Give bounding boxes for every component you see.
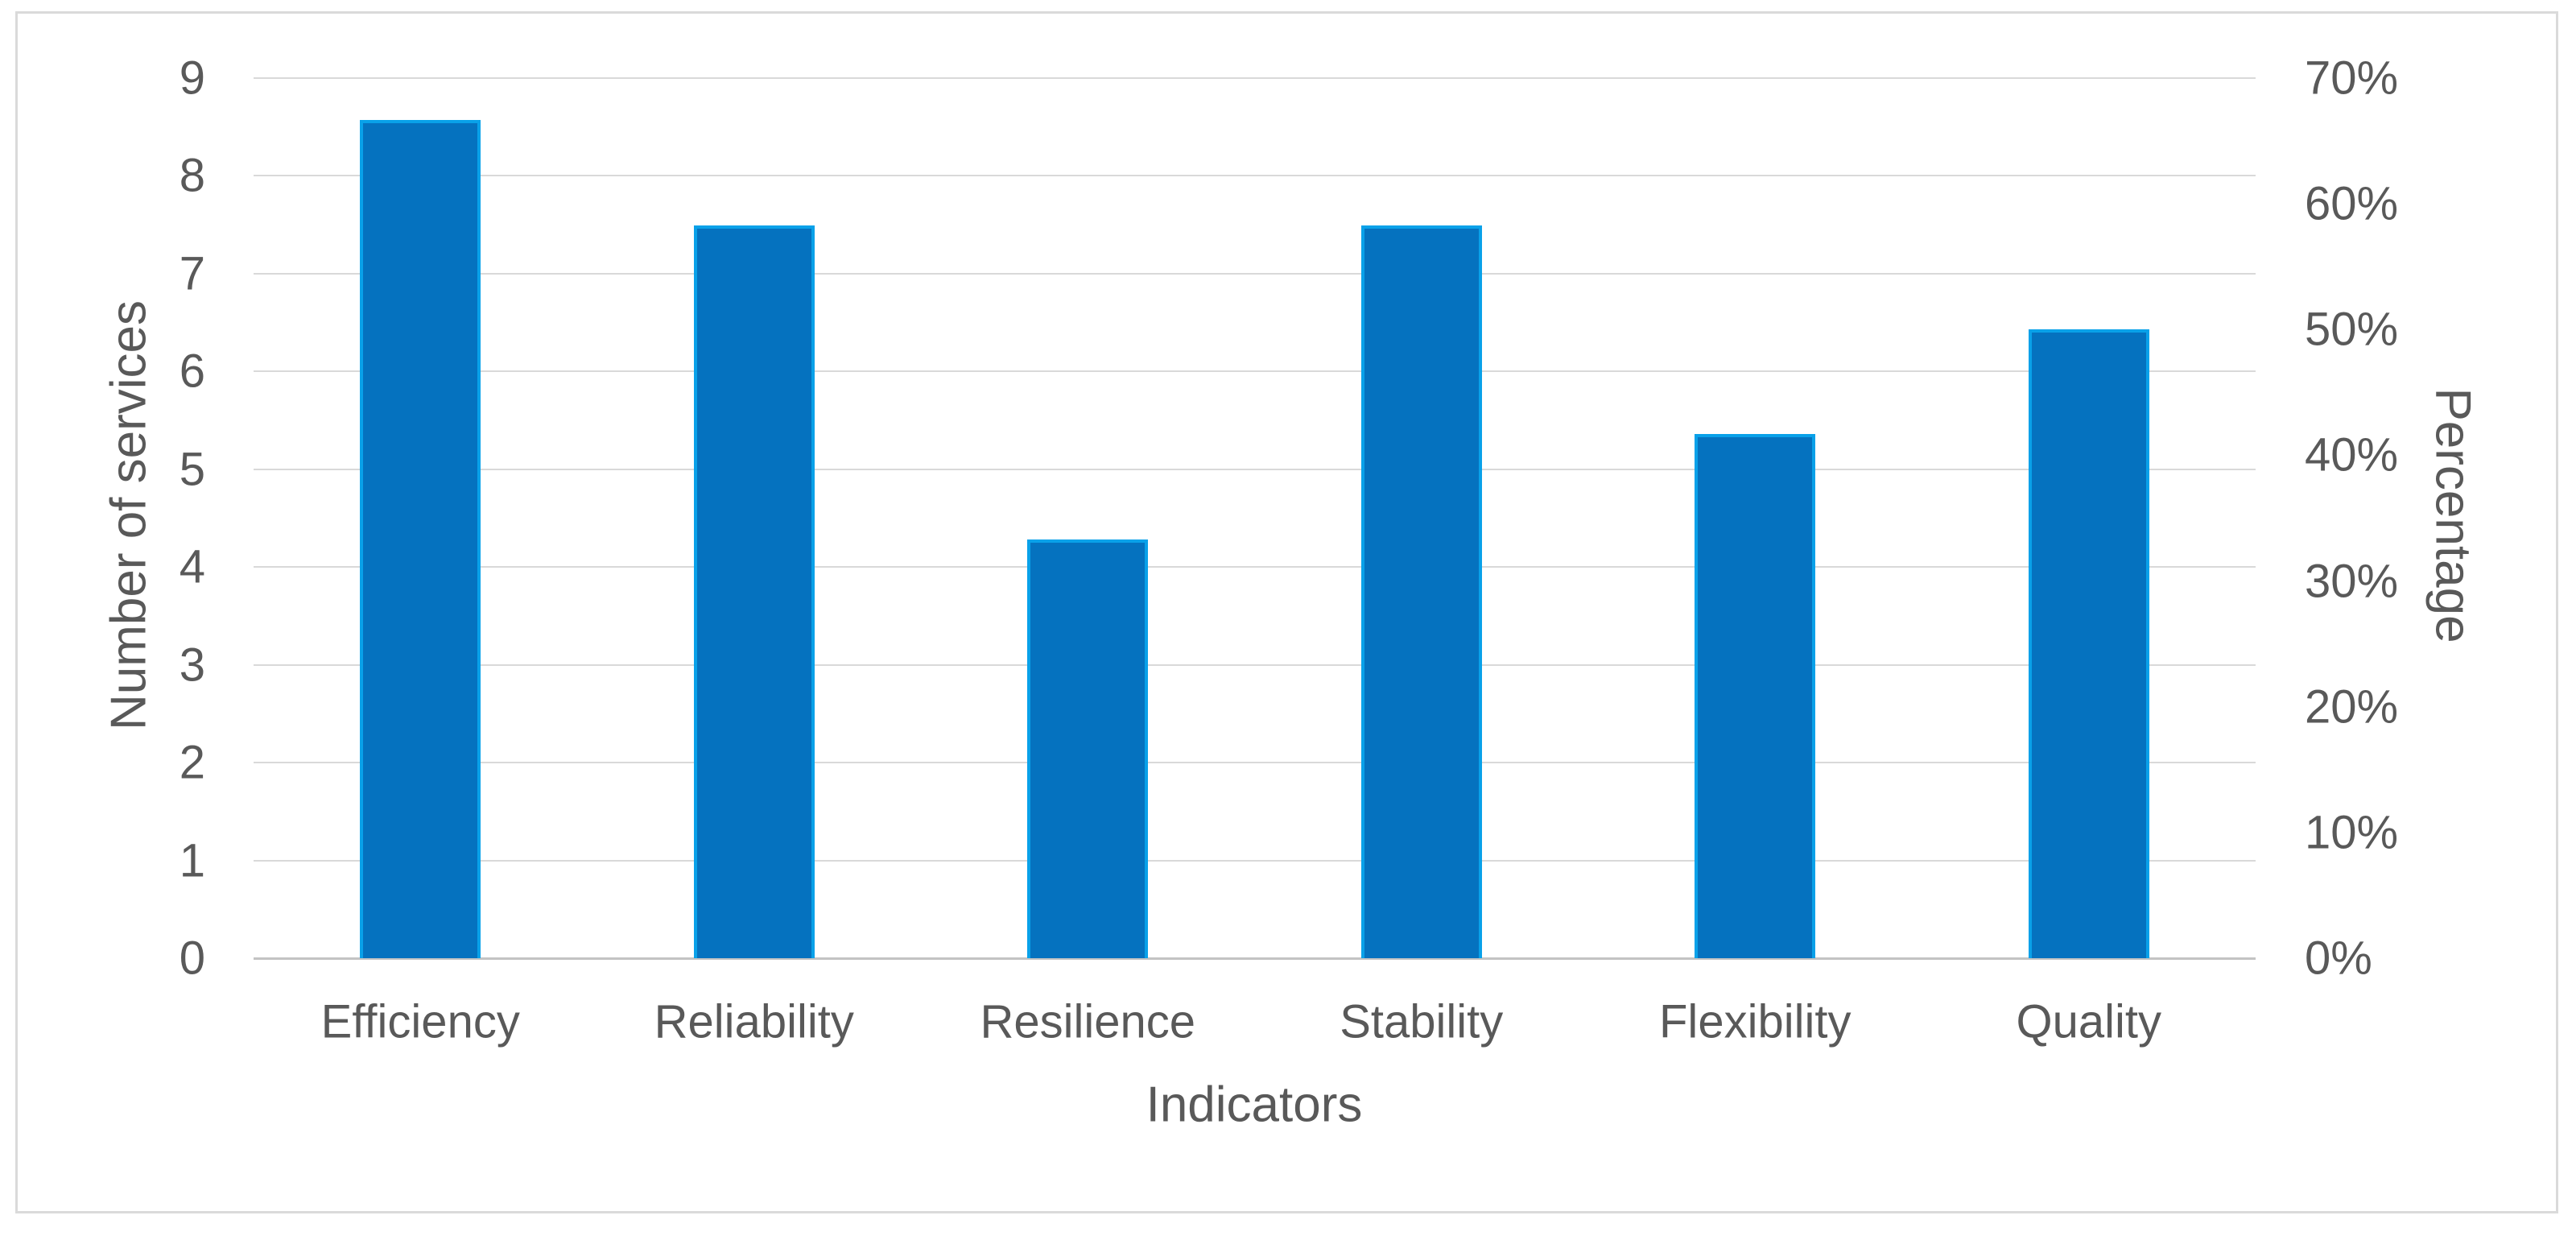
left-axis-tick-label: 5 xyxy=(179,443,205,496)
category-label-efficiency: Efficiency xyxy=(320,995,520,1048)
right-axis-title: Percentage xyxy=(2425,387,2481,643)
x-axis-title: Indicators xyxy=(1146,1077,1363,1133)
category-label-stability: Stability xyxy=(1340,995,1504,1048)
bar-stability xyxy=(1360,225,1482,958)
left-axis-tick-label: 3 xyxy=(179,639,205,692)
gridline xyxy=(254,468,2256,470)
gridline xyxy=(254,77,2256,79)
category-label-quality: Quality xyxy=(2016,995,2162,1048)
category-label-flexibility: Flexibility xyxy=(1659,995,1852,1048)
gridline xyxy=(254,663,2256,666)
gridline xyxy=(254,272,2256,275)
left-axis-tick-label: 0 xyxy=(179,932,205,985)
bar-flexibility xyxy=(1695,433,1816,958)
right-axis-tick-label: 0% xyxy=(2305,932,2372,985)
gridline xyxy=(254,859,2256,862)
right-axis-tick-label: 20% xyxy=(2305,680,2399,734)
bar-resilience xyxy=(1027,539,1149,958)
right-axis-tick-label: 50% xyxy=(2305,303,2399,356)
gridline xyxy=(254,370,2256,373)
right-axis-tick-label: 40% xyxy=(2305,428,2399,482)
left-axis-tick-label: 2 xyxy=(179,736,205,789)
category-label-reliability: Reliability xyxy=(654,995,854,1048)
left-axis-tick-label: 1 xyxy=(179,834,205,887)
right-axis-tick-label: 70% xyxy=(2305,52,2399,105)
left-axis-tick-label: 6 xyxy=(179,345,205,398)
left-axis-tick-label: 9 xyxy=(179,52,205,105)
x-axis-line xyxy=(254,957,2256,960)
gridline xyxy=(254,762,2256,764)
right-axis-tick-label: 10% xyxy=(2305,806,2399,859)
bar-quality xyxy=(2028,329,2149,958)
bar-efficiency xyxy=(360,119,481,958)
gridline xyxy=(254,566,2256,568)
left-axis-tick-label: 7 xyxy=(179,247,205,300)
gridline xyxy=(254,175,2256,177)
left-axis-title: Number of services xyxy=(101,300,157,731)
bar-reliability xyxy=(693,225,815,958)
right-axis-tick-label: 60% xyxy=(2305,177,2399,230)
right-axis-tick-label: 30% xyxy=(2305,555,2399,608)
category-label-resilience: Resilience xyxy=(980,995,1196,1048)
left-axis-tick-label: 4 xyxy=(179,540,205,593)
left-axis-tick-label: 8 xyxy=(179,149,205,202)
